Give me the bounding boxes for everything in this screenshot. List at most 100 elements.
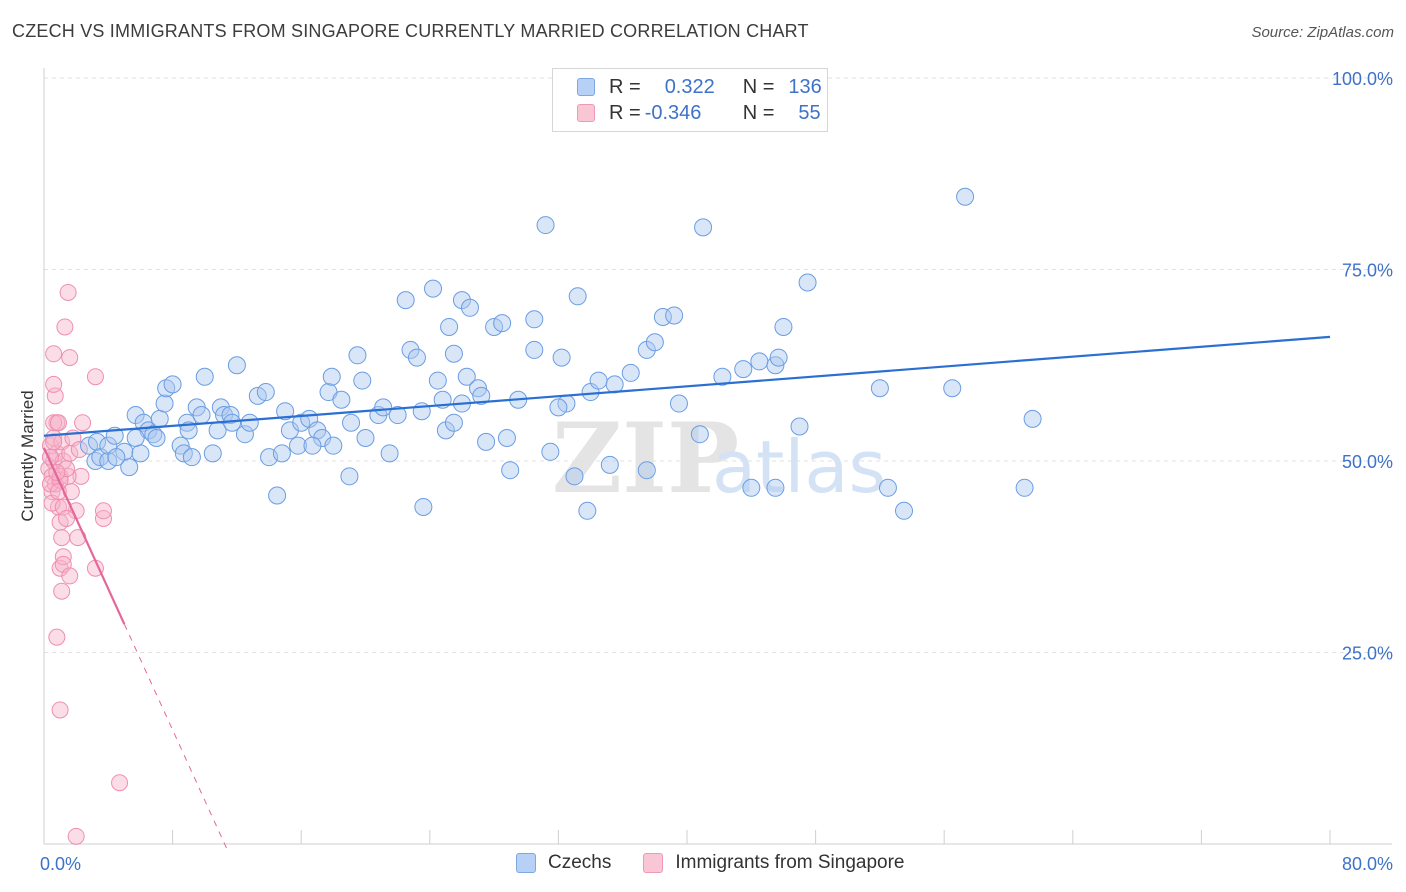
czechs-point bbox=[1023, 409, 1042, 428]
singapore-point bbox=[45, 375, 63, 393]
legend-swatch-singapore bbox=[643, 853, 664, 873]
legend-label-czechs: Czechs bbox=[548, 852, 612, 873]
czechs-point bbox=[131, 444, 150, 463]
czechs-trendline bbox=[43, 335, 1331, 437]
czechs-point bbox=[565, 467, 584, 486]
trend-lines bbox=[42, 335, 1331, 854]
grid-layer bbox=[44, 77, 1392, 653]
legend-n-value: 136 bbox=[788, 75, 822, 98]
singapore-point bbox=[45, 345, 63, 363]
czechs-point bbox=[440, 317, 459, 336]
legend-item-singapore[interactable]: Immigrants from Singapore bbox=[643, 852, 905, 874]
czechs-point bbox=[536, 216, 555, 235]
legend-r-label: R = bbox=[609, 75, 641, 98]
czechs-point bbox=[493, 314, 512, 333]
axis-layer bbox=[43, 68, 1392, 845]
czechs-point bbox=[356, 429, 375, 448]
czechs-point bbox=[665, 306, 684, 325]
czechs-point bbox=[444, 413, 463, 432]
watermark-zip: ZIP bbox=[552, 402, 739, 515]
singapore-point bbox=[45, 433, 63, 451]
legend-r-label: R = bbox=[609, 101, 641, 124]
czechs-point bbox=[600, 455, 619, 474]
czechs-point bbox=[578, 501, 597, 520]
watermark-atlas: atlas bbox=[712, 425, 886, 509]
legend-r-value: 0.322 bbox=[664, 75, 715, 98]
czechs-point bbox=[457, 367, 476, 386]
czechs-points bbox=[80, 187, 1042, 520]
legend-swatch-singapore bbox=[577, 104, 595, 122]
y-tick-label: 50.0% bbox=[1342, 452, 1393, 472]
singapore-point bbox=[53, 582, 71, 600]
czechs-point bbox=[353, 371, 372, 390]
czechs-point bbox=[332, 390, 351, 409]
czechs-point bbox=[472, 386, 491, 405]
czechs-point bbox=[734, 360, 753, 379]
czechs-point bbox=[340, 467, 359, 486]
czechs-point bbox=[348, 346, 367, 365]
singapore-point bbox=[56, 318, 74, 336]
czechs-point bbox=[497, 429, 516, 448]
singapore-point bbox=[72, 467, 90, 485]
czechs-point bbox=[192, 406, 211, 425]
singapore-points bbox=[40, 283, 129, 845]
czechs-point bbox=[428, 371, 447, 390]
czechs-point bbox=[1015, 478, 1034, 497]
legend-swatch-czechs bbox=[516, 853, 536, 873]
legend-n-label: N = bbox=[742, 75, 775, 98]
czechs-point bbox=[374, 398, 393, 417]
legend-label-singapore: Immigrants from Singapore bbox=[675, 852, 905, 873]
czechs-point bbox=[713, 367, 732, 386]
czechs-point bbox=[645, 333, 664, 352]
singapore-point bbox=[58, 509, 76, 527]
czechs-point bbox=[694, 218, 713, 237]
czechs-point bbox=[750, 352, 769, 371]
singapore-point bbox=[74, 414, 92, 432]
czechs-point bbox=[742, 478, 761, 497]
singapore-point bbox=[48, 628, 66, 646]
singapore-point bbox=[94, 502, 112, 520]
watermark: ZIP atlas bbox=[552, 402, 886, 515]
stats-legend: R = 0.322 N = 136 R = -0.346 N = 55 bbox=[552, 68, 828, 132]
czechs-point bbox=[107, 448, 126, 467]
tick-labels: 100.0% 75.0% 50.0% 25.0% 0.0% 80.0% bbox=[40, 69, 1393, 874]
legend-n-label: N = bbox=[742, 101, 775, 124]
czechs-point bbox=[407, 348, 426, 367]
legend-item-czechs[interactable]: Czechs bbox=[516, 852, 611, 874]
singapore-point bbox=[45, 414, 63, 432]
y-tick-label: 75.0% bbox=[1342, 261, 1393, 281]
czechs-point bbox=[444, 344, 463, 363]
czechs-point bbox=[549, 398, 568, 417]
legend-row-singapore: R = -0.346 N = 55 bbox=[577, 101, 821, 125]
czechs-point bbox=[88, 432, 107, 451]
czechs-point bbox=[268, 486, 287, 505]
czechs-point bbox=[256, 383, 275, 402]
y-axis-label: Currently Married bbox=[18, 390, 37, 521]
czechs-point bbox=[276, 402, 295, 421]
czechs-point bbox=[501, 461, 520, 480]
czechs-point bbox=[541, 442, 560, 461]
czechs-point bbox=[401, 340, 420, 359]
czechs-point bbox=[155, 394, 174, 413]
czechs-point bbox=[568, 287, 587, 306]
singapore-point bbox=[51, 701, 69, 719]
czechs-point bbox=[790, 417, 809, 436]
singapore-point bbox=[61, 349, 79, 367]
y-tick-label: 25.0% bbox=[1342, 644, 1393, 664]
czechs-point bbox=[653, 307, 672, 326]
legend-r-value: -0.346 bbox=[644, 101, 702, 124]
czechs-point bbox=[878, 478, 897, 497]
czechs-point bbox=[870, 379, 889, 398]
legend-row-czechs: R = 0.322 N = 136 bbox=[577, 75, 822, 99]
czechs-point bbox=[895, 501, 914, 520]
legend-n-value: 55 bbox=[798, 101, 821, 124]
czechs-point bbox=[322, 367, 341, 386]
czechs-point bbox=[182, 448, 201, 467]
czechs-point bbox=[525, 310, 544, 329]
czechs-point bbox=[943, 379, 962, 398]
x-tick-label: 0.0% bbox=[40, 854, 81, 874]
chart-title: CZECH VS IMMIGRANTS FROM SINGAPORE CURRE… bbox=[12, 21, 809, 41]
czechs-point bbox=[126, 429, 145, 448]
singapore-point bbox=[67, 827, 85, 845]
czechs-point bbox=[240, 413, 259, 432]
